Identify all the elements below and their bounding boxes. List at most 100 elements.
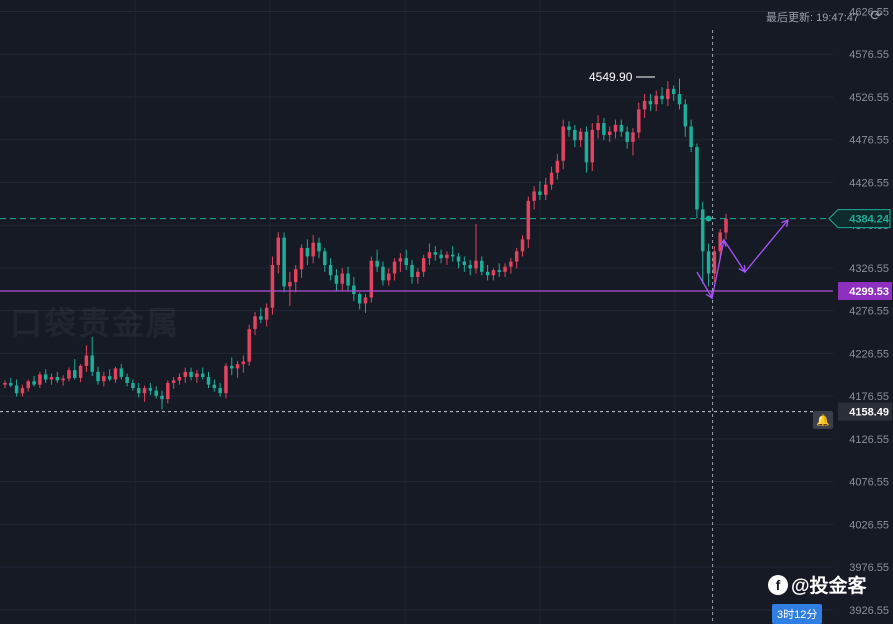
candle-body: [509, 261, 513, 267]
y-tick-label: 4226.55: [849, 348, 889, 360]
last-update: 最后更新: 19:47:47: [766, 9, 859, 25]
candle-body: [532, 191, 536, 201]
candle-body: [55, 376, 60, 381]
candle-body: [96, 371, 100, 382]
alert-price-tag: [838, 402, 892, 421]
candle-body: [78, 365, 83, 378]
candle-body: [544, 184, 548, 195]
candle-body: [514, 251, 519, 262]
candle-body: [567, 126, 571, 130]
candle-body: [398, 258, 403, 262]
candle-body: [346, 273, 350, 286]
candle-body: [549, 172, 554, 185]
y-tick-label: 4476.55: [849, 135, 889, 147]
candle-body: [468, 264, 472, 269]
candle-body: [26, 381, 31, 389]
y-tick-label: 4426.55: [849, 177, 889, 189]
y-tick-label: 4276.55: [849, 306, 889, 318]
refresh-icon[interactable]: ⟳: [870, 6, 882, 23]
candle-body: [410, 264, 414, 277]
candle-body: [695, 147, 699, 210]
candle-body: [189, 371, 193, 377]
current-price-tag-text: 4384.24: [849, 214, 890, 226]
f-logo-icon: f: [768, 574, 788, 595]
candle-body: [32, 381, 36, 385]
candle-body: [259, 316, 263, 320]
candle-body: [154, 390, 158, 396]
candle-body: [241, 361, 246, 365]
candle-body: [293, 269, 298, 283]
candle-body: [596, 123, 600, 130]
candle-body: [445, 254, 449, 259]
candle-body: [387, 273, 391, 281]
candle-body: [520, 239, 525, 252]
candle-body: [136, 388, 141, 394]
candle-body: [102, 376, 106, 382]
candle-body: [666, 88, 670, 100]
candle-body: [61, 378, 65, 381]
candle-body: [404, 258, 408, 265]
candle-body: [625, 131, 629, 142]
candle-body: [578, 131, 583, 141]
candle-body: [497, 270, 501, 272]
candle-body: [474, 260, 478, 269]
candle-body: [369, 260, 374, 298]
y-tick-label: 4626.55: [849, 6, 889, 18]
candle-body: [49, 376, 54, 380]
candle-body: [590, 129, 595, 163]
candle-body: [724, 218, 728, 233]
candle-body: [491, 270, 496, 276]
candle-body: [480, 260, 484, 272]
candle-body: [573, 129, 577, 141]
candle-body: [107, 376, 112, 380]
candle-body: [20, 388, 25, 394]
support-price-tag: [838, 282, 892, 301]
candle-body: [357, 294, 362, 304]
y-tick-label: 4526.55: [849, 92, 889, 104]
current-price-dot: [705, 215, 712, 222]
y-tick-label: 4326.55: [849, 263, 889, 275]
candle-body: [416, 271, 420, 277]
candle-body: [230, 365, 234, 369]
candle-body: [712, 251, 717, 274]
candle-body: [660, 95, 664, 100]
candle-body: [538, 191, 542, 195]
candle-body: [224, 365, 228, 394]
candle-body: [323, 251, 327, 265]
bell-icon[interactable]: 🔔: [813, 411, 833, 429]
y-tick-label: 4576.55: [849, 49, 889, 61]
alert-price-tag-text: 4158.49: [849, 407, 889, 419]
candle-body: [602, 123, 606, 136]
candle-body: [166, 382, 170, 400]
candle-body: [456, 256, 461, 262]
candle-body: [270, 264, 275, 308]
y-tick-label: 4026.55: [849, 519, 889, 531]
arrow-head: [781, 218, 789, 227]
candle-body: [607, 131, 612, 136]
candle-body: [38, 374, 42, 385]
candle-body: [706, 251, 711, 274]
candle-body: [212, 384, 217, 389]
arrow-head: [718, 238, 727, 247]
last-update-label: 最后更新:: [766, 12, 814, 24]
candle-body: [642, 100, 647, 110]
candle-body: [206, 376, 211, 385]
forecast-path: [696, 219, 789, 300]
candle-body: [363, 297, 368, 304]
candle-body: [3, 382, 7, 385]
candle-body: [503, 266, 507, 272]
candle-body: [90, 355, 94, 372]
candle-body: [328, 264, 333, 276]
candle-body: [526, 200, 531, 240]
candle-body: [264, 307, 269, 320]
candle-body: [654, 95, 658, 105]
y-tick-label: 4176.55: [849, 391, 889, 403]
candle-body: [631, 132, 635, 142]
candle-body: [171, 380, 176, 383]
candle-body: [276, 237, 281, 265]
candle-body: [439, 254, 443, 259]
candle-body: [421, 258, 426, 272]
candle-body: [131, 382, 135, 389]
candle-body: [253, 316, 257, 330]
candle-body: [334, 275, 339, 284]
